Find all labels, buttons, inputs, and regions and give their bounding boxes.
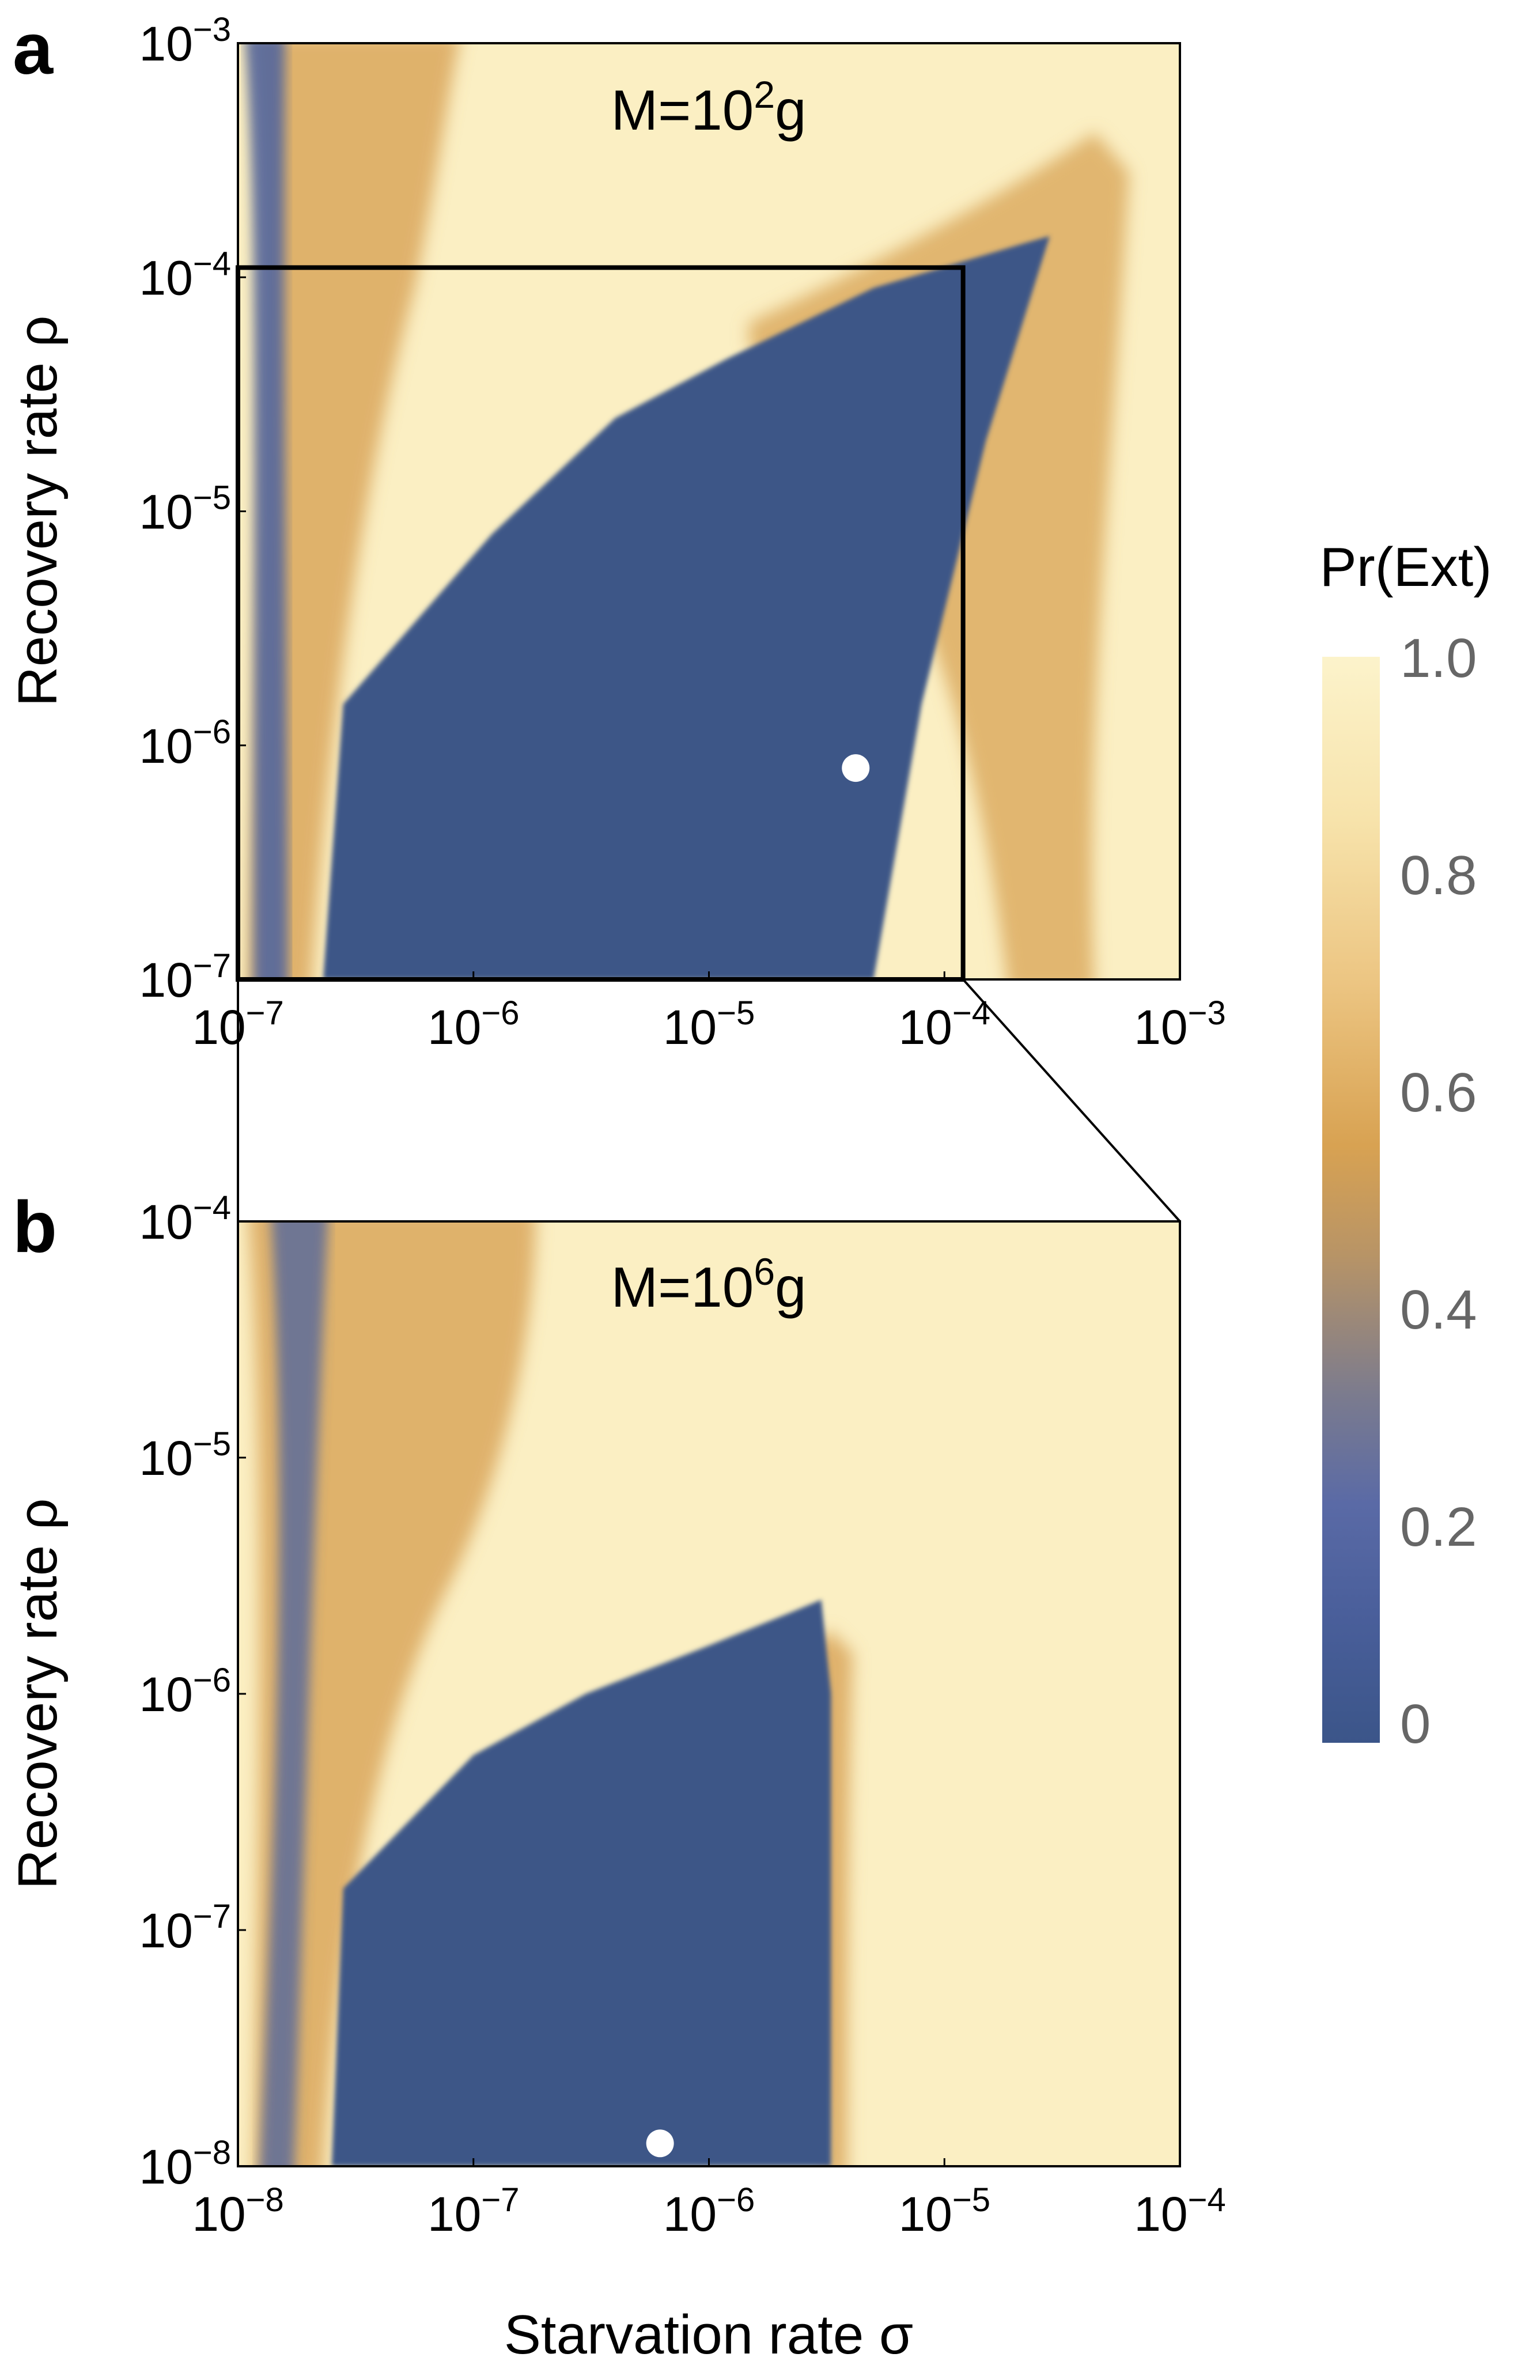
colorbar-tick-label: 0.2 [1400,1496,1477,1558]
y-tick-label: 10−5 [139,479,231,539]
panel-a-zoom-box [236,265,966,982]
panel-b-label: b [13,1186,57,1267]
x-tick-label: 10−4 [1134,2181,1226,2241]
colorbar: Pr(Ext) 1.0 0.8 0.6 0.4 0.2 0 [1320,536,1492,1755]
panel-a-label: a [13,8,54,89]
panel-b-survival-region [331,1599,831,2166]
colorbar-tick-label: 0.4 [1400,1279,1477,1341]
x-axis-label: Starvation rate σ [504,2304,913,2366]
panel-b-annotation: M=106g [611,1250,806,1319]
x-tick-label: 10−7 [427,2181,520,2241]
panel-b-x-ticks: 10−8 10−7 10−6 10−5 10−4 [192,2158,1226,2241]
colorbar-tick-label: 1.0 [1400,627,1477,689]
y-tick-label: 10−6 [139,1662,231,1721]
y-tick-label: 10−5 [139,1425,231,1485]
x-tick-label: 10−6 [663,2181,755,2241]
panel-a: a M=102g 10−7 10−6 10−5 10−4 10−3 10−7 10−6 10… [7,8,1226,1054]
panel-a-y-ticks: 10−7 10−6 10−5 10−4 10−3 [139,11,246,1007]
panel-b-marker [646,2129,674,2158]
x-tick-label: 10−6 [427,994,520,1054]
x-tick-label: 10−4 [898,994,990,1054]
y-tick-label: 10−3 [139,11,231,71]
panel-a-survival-region [323,236,1050,979]
panel-a-heatmap [238,43,1180,979]
panel-b-heatmap [238,1221,1180,2166]
x-tick-label: 10−5 [898,2181,990,2241]
colorbar-tick-label: 0.8 [1400,845,1477,906]
colorbar-title: Pr(Ext) [1320,536,1492,598]
panel-a-y-axis-label: Recovery rate ρ [7,316,69,707]
panel-a-annotation: M=102g [611,73,806,142]
x-tick-label: 10−5 [663,994,755,1054]
panel-b-y-axis-label: Recovery rate ρ [7,1499,69,1890]
colorbar-ticks: 1.0 0.8 0.6 0.4 0.2 0 [1400,627,1477,1755]
colorbar-gradient [1322,657,1380,1743]
panel-b: b M=106g 10−8 10−7 10−6 10−5 10−4 10−810−710… [7,1186,1226,2366]
y-tick-label: 10−8 [139,2134,231,2194]
y-tick-label: 10−7 [139,947,231,1007]
y-tick-label: 10−7 [139,1898,231,1958]
colorbar-tick-label: 0.6 [1400,1062,1477,1123]
panel-b-y-ticks: 10−8 10−7 10−6 10−5 10−4 [139,1189,246,2194]
colorbar-tick-label: 0 [1400,1693,1431,1755]
x-tick-label: 10−8 [192,2181,284,2241]
y-tick-label: 10−4 [139,1189,231,1249]
y-tick-label: 10−6 [139,713,231,773]
y-tick-label: 10−4 [139,245,231,305]
zoom-connector-right [962,978,1181,1223]
x-tick-label: 10−3 [1134,994,1226,1054]
panel-a-marker [842,754,870,782]
panel-a-x-ticks: 10−7 10−6 10−5 10−4 10−3 [192,971,1226,1054]
